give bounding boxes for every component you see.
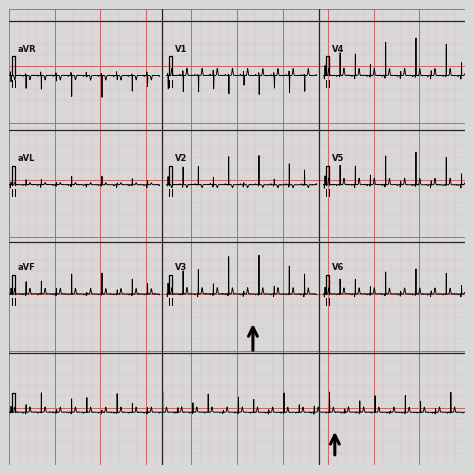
Text: V4: V4 [332, 45, 344, 54]
Text: V1: V1 [174, 45, 187, 54]
Text: aVL: aVL [18, 154, 35, 163]
Text: V5: V5 [332, 154, 344, 163]
Text: V6: V6 [332, 264, 344, 273]
Text: V3: V3 [174, 264, 187, 273]
Text: aVR: aVR [18, 45, 36, 54]
Text: V2: V2 [174, 154, 187, 163]
Text: aVF: aVF [18, 264, 36, 273]
